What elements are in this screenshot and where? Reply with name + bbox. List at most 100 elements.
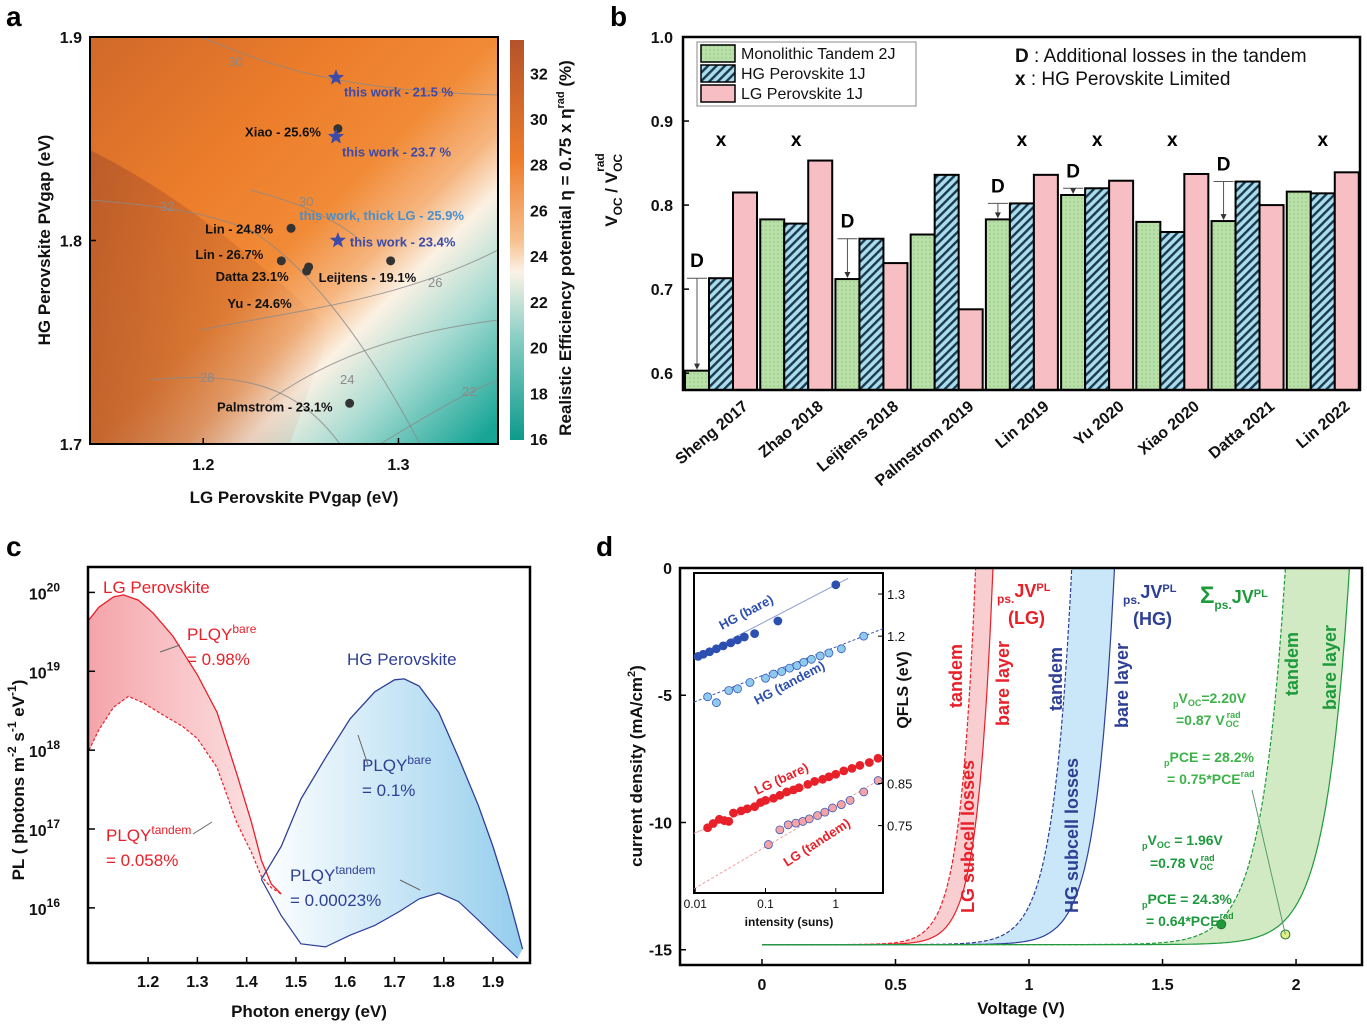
lg-psjvpl-label: ps.JVPL	[997, 581, 1051, 606]
inset-data-point	[733, 684, 742, 694]
inset-data-point	[873, 776, 883, 785]
inset-data-point	[804, 814, 814, 824]
pce-bare-label: pPCE = 28.2%	[1164, 749, 1254, 768]
bar-monolithic-tandem-2j	[984, 218, 1011, 391]
plot-frame	[678, 566, 1364, 967]
inset-data-point	[810, 777, 820, 786]
max-power-point	[1216, 919, 1227, 930]
x-tick-label: 0	[758, 977, 767, 994]
point-label: Lin - 24.8%	[205, 221, 273, 236]
y-tick-label: 1017	[29, 817, 60, 840]
hg-plqy-bare-label: PLQYbare	[362, 753, 432, 775]
bar-lg-perovskite-1j	[1183, 172, 1210, 391]
contour-line	[199, 37, 498, 96]
hg-limited-marker: x	[1317, 130, 1328, 151]
panel-label-a: a	[6, 1, 22, 32]
inset-x-tick-label: 0.01	[684, 897, 708, 911]
hg-subcell-losses-label: HG subcell losses	[1062, 758, 1082, 913]
contour-label: 22	[462, 384, 476, 399]
inset-data-point	[824, 648, 834, 658]
legend-label: Monolithic Tandem 2J	[741, 46, 895, 63]
legend-label: LG Perovskite 1J	[741, 86, 863, 103]
inset-data-point	[724, 686, 734, 695]
contour-line	[90, 199, 421, 444]
pce-tandem-label: pPCE = 24.3%	[1142, 891, 1232, 910]
bar-monolithic-tandem-2j	[909, 233, 936, 391]
plot-frame	[86, 565, 532, 965]
contour-line	[379, 379, 498, 444]
sum-bare-layer-label: bare layer	[1320, 625, 1340, 710]
lg-tandem-label: tandem	[946, 644, 966, 708]
y-tick-label: 1016	[29, 896, 60, 919]
contour-label: 30	[299, 194, 313, 209]
contour-label: 24	[340, 372, 354, 387]
y-tick-label: 0.6	[651, 366, 673, 383]
inset-data-point	[828, 803, 837, 813]
inset-data-point	[761, 673, 770, 683]
voc-tandem-label: pVOC = 1.96V	[1142, 832, 1224, 851]
hg-tandem-spectrum	[260, 879, 519, 959]
subcell-loss-fill	[762, 568, 1350, 945]
panel-label-c: c	[6, 531, 22, 562]
x-tick-label: 2	[1292, 977, 1301, 994]
bar-hg-perovskite-1j	[708, 277, 734, 392]
y-tick-label: -10	[649, 815, 672, 832]
hg-perovskite-label: HG Perovskite	[347, 650, 457, 669]
hg-limited-marker: x	[1092, 130, 1103, 151]
bar-lg-perovskite-1j	[732, 191, 758, 391]
inset-data-point	[815, 651, 825, 661]
additional-loss-label: D	[991, 176, 1005, 197]
point-label: Leijtens - 19.1%	[319, 270, 417, 285]
label-leader-line	[357, 734, 369, 766]
y-axis-label: HG Perovskite PVgap (eV)	[35, 135, 54, 346]
inset-data-point	[739, 632, 749, 642]
colorbar-tick-label: 18	[530, 386, 548, 403]
inset-data-point	[785, 663, 794, 673]
legend-swatch	[700, 44, 736, 63]
point-label: Xiao - 25.6%	[245, 125, 321, 140]
inset-data-point	[847, 763, 857, 773]
colorbar	[510, 40, 524, 440]
panel-a-efficiency-map: 30 32 30 26 28 24 22 1.2 1.3 1.9 1.8 1.7 LG Perovski…	[35, 30, 575, 507]
bar-monolithic-tandem-2j	[1135, 220, 1162, 391]
panel-d-jv-curves: 0 0.5 1 1.5 2 0 -5 -10 -15 Voltage (V) current den…	[626, 561, 1364, 1018]
y-tick-label: 1020	[29, 580, 60, 603]
inset-data-point	[724, 817, 734, 826]
pce-leader-line	[1251, 789, 1286, 935]
y-tick-label: -15	[649, 943, 672, 960]
inset-data-point	[750, 629, 760, 639]
category-label: Lin 2019	[992, 398, 1052, 452]
inset-data-point	[807, 654, 816, 664]
jv-area	[762, 568, 1351, 946]
sum-psjvpl-label: Σps.JVPL	[1200, 582, 1268, 612]
x-axis-label: Photon energy (eV)	[231, 1002, 387, 1021]
lg-bare-spectrum	[88, 594, 282, 895]
bar-hg-perovskite-1j	[1309, 192, 1336, 391]
colorbar-tick-label: 16	[530, 432, 548, 449]
additional-loss-label: D	[690, 251, 704, 272]
colorbar-tick-label: 30	[530, 112, 548, 129]
inset-data-point	[855, 761, 865, 770]
loss-arrowhead	[844, 272, 851, 279]
loss-arrowhead	[994, 212, 1001, 219]
loss-arrowhead	[1220, 214, 1227, 221]
inset-data-point	[839, 766, 849, 776]
inset-y-tick-label: 0.75	[887, 819, 912, 834]
legend-swatch	[700, 64, 736, 83]
inset-data-point	[708, 819, 718, 828]
inset-data-point	[864, 758, 874, 767]
inset-data-point	[831, 769, 841, 779]
inset-data-point	[742, 804, 752, 814]
colorbar-tick-label: 26	[530, 203, 548, 220]
colorbar-label: Realistic Efficiency potential η = 0.75 …	[555, 60, 575, 436]
hg-plqy-fill	[261, 678, 523, 959]
category-label: Yu 2020	[1071, 398, 1128, 449]
lg-plqy-tandem-value: = 0.058%	[106, 851, 178, 870]
bar-monolithic-tandem-2j	[834, 278, 861, 391]
additional-loss-label: D	[1217, 155, 1231, 176]
lg-plqy-tandem-label: PLQYtandem	[106, 823, 191, 845]
inset-data-point	[769, 669, 778, 679]
